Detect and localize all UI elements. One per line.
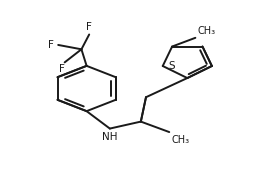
Text: F: F — [86, 22, 92, 32]
Text: F: F — [49, 40, 54, 50]
Text: NH: NH — [102, 132, 118, 142]
Text: F: F — [59, 64, 65, 74]
Text: CH₃: CH₃ — [198, 26, 216, 36]
Text: CH₃: CH₃ — [172, 135, 190, 145]
Text: S: S — [168, 61, 175, 71]
